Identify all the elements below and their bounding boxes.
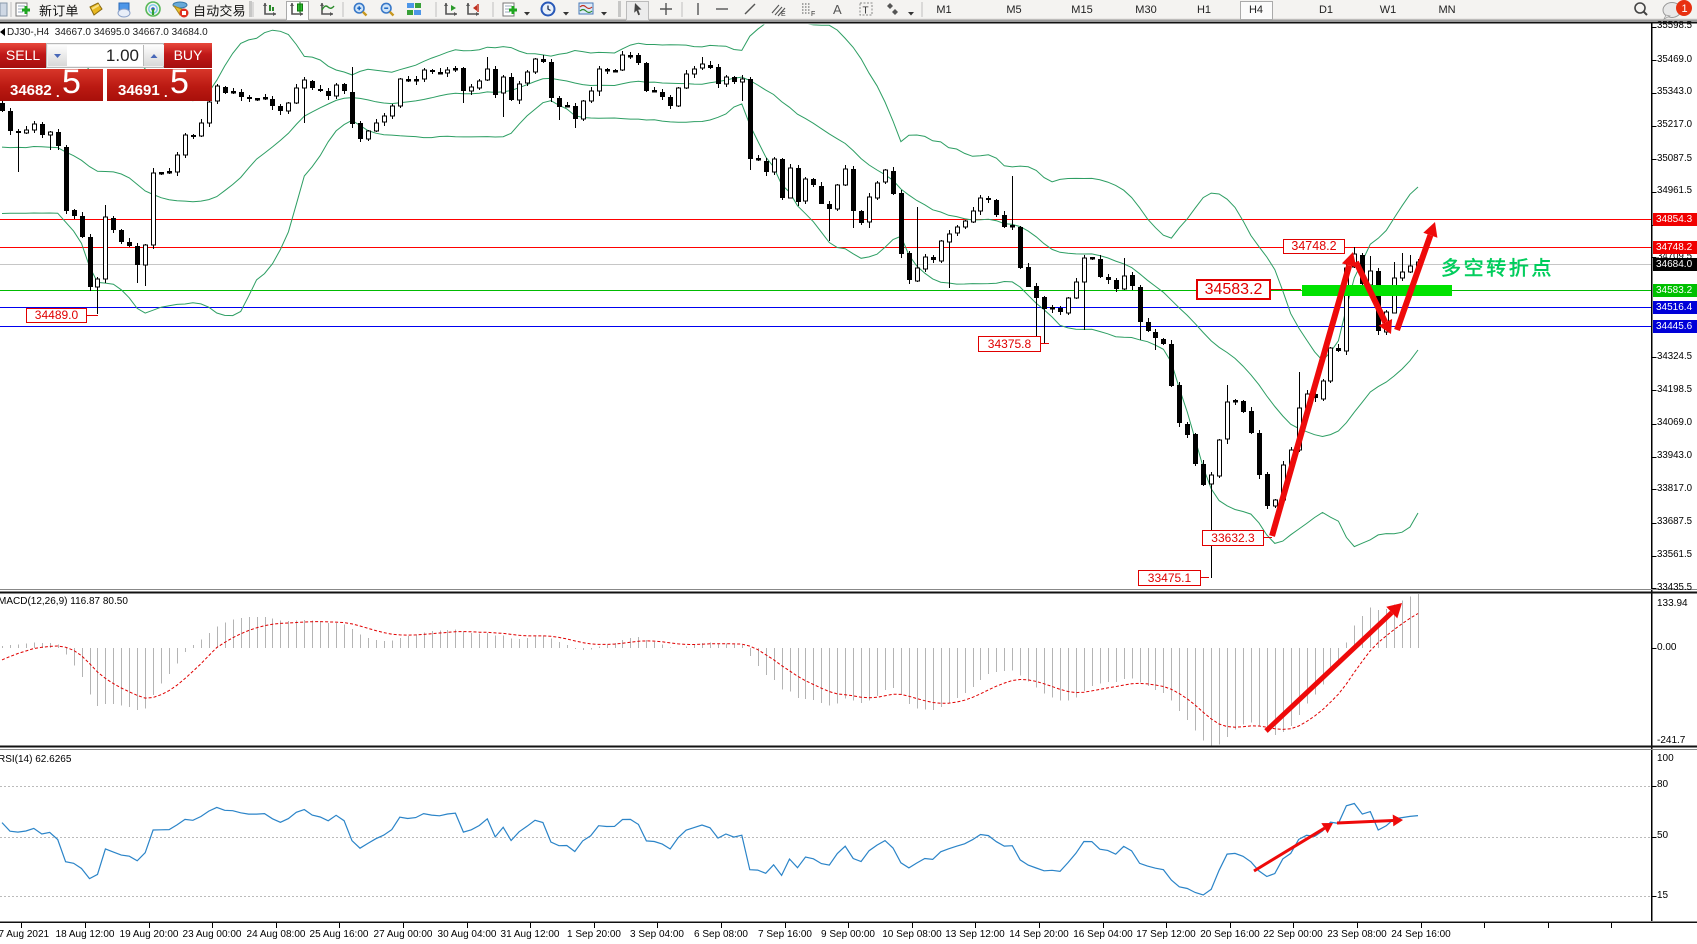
svg-text:T: T — [863, 6, 869, 17]
svg-text:A: A — [833, 2, 842, 17]
svg-text:1: 1 — [1682, 3, 1688, 15]
svg-text:E: E — [781, 11, 786, 18]
svg-text:F: F — [811, 11, 815, 18]
